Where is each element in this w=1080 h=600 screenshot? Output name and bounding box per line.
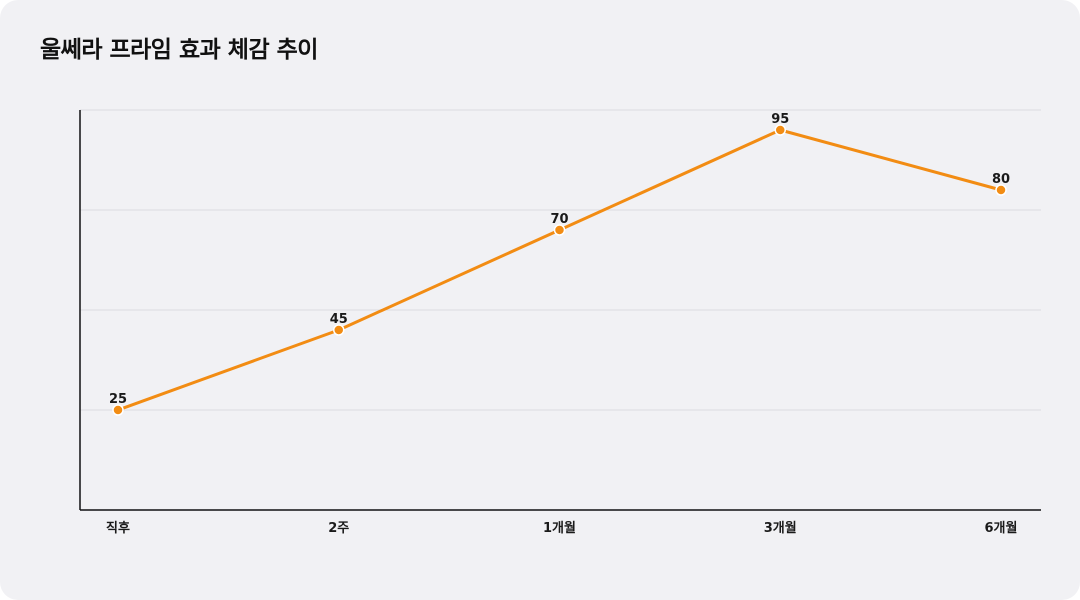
x-tick-label: 2주 [328, 521, 349, 536]
data-point [553, 224, 566, 236]
axes [79, 110, 1041, 511]
data-point [112, 404, 124, 416]
x-tick-labels: 직후 2주 1개월 3개월 6개월 [106, 520, 1017, 536]
data-point [333, 324, 345, 336]
x-tick-label: 6개월 [985, 520, 1018, 536]
x-tick-label: 직후 [106, 520, 130, 536]
data-point [995, 184, 1007, 196]
chart-title: 울쎄라 프라임 효과 체감 추이 [40, 37, 318, 63]
series-layer [112, 124, 1007, 416]
data-label: 25 [109, 392, 127, 407]
data-label: 45 [330, 312, 348, 327]
data-labels: 25 45 70 95 80 [109, 112, 1010, 407]
data-label: 70 [550, 212, 568, 227]
x-tick-label: 1개월 [543, 520, 576, 536]
series-line [117, 128, 1002, 412]
gridlines [80, 109, 1041, 411]
data-label: 80 [992, 172, 1010, 187]
data-label: 95 [771, 112, 789, 127]
x-tick-label: 3개월 [764, 520, 797, 536]
data-point [774, 124, 786, 136]
